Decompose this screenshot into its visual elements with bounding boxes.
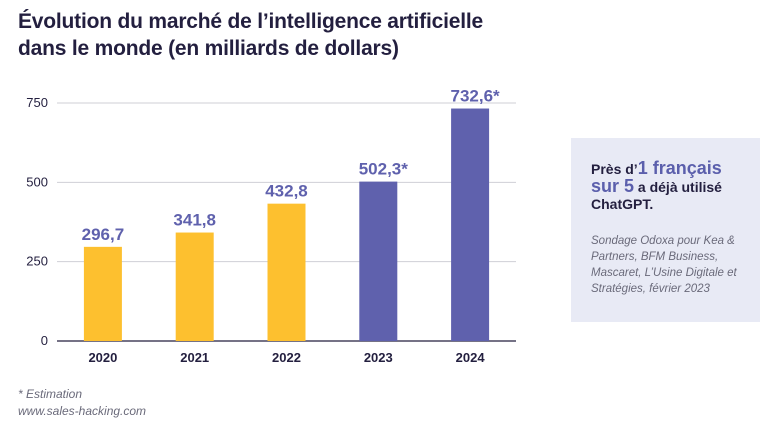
chart-title: Évolution du marché de l’intelligence ar…	[18, 8, 578, 62]
source-url: www.sales-hacking.com	[18, 404, 147, 418]
x-tick-label-2023: 2023	[364, 350, 393, 365]
bar-2021	[175, 232, 214, 341]
bar-2022	[267, 203, 306, 341]
data-label-2022: 432,8	[265, 182, 308, 201]
y-tick-label-750: 750	[26, 95, 48, 110]
data-label-2024: 732,6*	[451, 87, 501, 106]
info-source: Sondage Odoxa pour Kea & Partners, BFM B…	[591, 235, 737, 295]
data-label-2023: 502,3*	[359, 160, 409, 179]
x-tick-label-2024: 2024	[456, 350, 486, 365]
bar-chart: 0 250 500 750 296,7 2020 341,8 2021 432,8 2022 502…	[26, 87, 516, 365]
x-tick-label-2021: 2021	[180, 350, 209, 365]
bar-2020	[83, 246, 122, 341]
y-tick-label-500: 500	[26, 174, 48, 189]
info-highlight: 1 français sur 5	[591, 158, 722, 196]
x-tick-label-2020: 2020	[88, 350, 117, 365]
data-label-2020: 296,7	[82, 225, 125, 244]
bar-2024	[451, 108, 490, 341]
info-suffix: a déjà utilisé ChatGPT.	[591, 179, 722, 212]
chart-title-line-1: Évolution du marché de l’intelligence ar…	[18, 10, 483, 33]
footer: * Estimation www.sales-hacking.com	[18, 386, 146, 420]
bar-2023	[359, 181, 398, 341]
x-tick-label-2022: 2022	[272, 350, 301, 365]
estimation-note: * Estimation	[18, 387, 83, 401]
data-label-2021: 341,8	[173, 211, 216, 230]
info-prefix: Près d’	[591, 161, 638, 177]
chart-title-line-2: dans le monde (en milliards de dollars)	[18, 37, 399, 60]
y-tick-label-250: 250	[26, 254, 48, 269]
info-box: Près d’1 français sur 5 a déjà utilisé C…	[571, 138, 760, 322]
info-headline: Près d’1 français sur 5 a déjà utilisé C…	[591, 158, 746, 213]
y-tick-label-0: 0	[41, 333, 48, 348]
